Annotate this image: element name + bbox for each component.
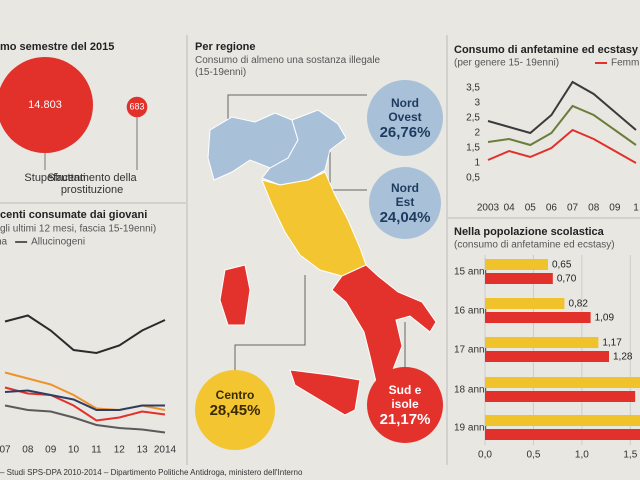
region-shape <box>331 264 437 383</box>
x-tick-label: 1 <box>633 203 639 214</box>
bar <box>485 429 640 440</box>
y-tick-label: 1,5 <box>466 143 480 154</box>
value-label: 1,28 <box>613 352 633 363</box>
x-tick-label: 0,5 <box>526 450 540 461</box>
x-tick-label: 09 <box>609 203 621 214</box>
source: – Studi SPS-DPA 2010-2014 – Dipartimento… <box>0 468 303 477</box>
y-tick-label: 2,5 <box>466 113 480 124</box>
region-name: Centro <box>215 388 255 402</box>
y-tick-label: 17 anni <box>454 345 487 356</box>
bar <box>485 391 636 402</box>
connector <box>227 94 367 120</box>
region-label: Sud e isole 21,17% <box>367 383 443 427</box>
bar <box>485 312 591 323</box>
line <box>487 80 637 135</box>
value-label: 21,17% <box>379 411 431 428</box>
value-label: 0,65 <box>552 260 572 271</box>
x-tick-label: 07 <box>0 445 11 456</box>
y-tick-label: 3 <box>474 98 480 109</box>
connector <box>234 275 306 372</box>
chart-subtitle: Consumo di almeno una sostanza illegale … <box>195 55 381 78</box>
value-label: 28,45% <box>209 402 261 419</box>
bubble <box>126 96 148 118</box>
region-name: Nord Est <box>391 181 419 209</box>
region-name: Sud e isole <box>388 383 422 411</box>
region-shape <box>219 264 251 326</box>
bar <box>485 337 599 348</box>
x-tick-label: 08 <box>588 203 600 214</box>
y-tick-label: 15 anni <box>454 267 487 278</box>
legend-label: Allucinogeni <box>31 237 85 248</box>
x-tick-label: 13 <box>137 445 149 456</box>
value-label: 14.803 <box>28 99 62 111</box>
region-name: Nord Ovest <box>388 96 422 124</box>
value-label: 1,17 <box>602 338 622 349</box>
region-shape <box>261 171 367 277</box>
region-bubble <box>369 167 441 239</box>
y-tick-label: 3,5 <box>466 83 480 94</box>
line <box>4 389 165 411</box>
x-tick-label: 2014 <box>154 445 177 456</box>
line <box>4 386 166 422</box>
region-shape <box>289 369 361 416</box>
value-label: 0,82 <box>568 299 588 310</box>
chart-subtitle: (consumo di anfetamine ed ecstasy) <box>454 240 615 251</box>
category-label: Stupefacenti <box>24 172 86 184</box>
value-label: 0,70 <box>557 274 577 285</box>
value-label: 24,04% <box>379 209 431 226</box>
region-label: Nord Est 24,04% <box>367 181 443 225</box>
region-label: Nord Ovest 26,76% <box>367 96 443 140</box>
x-tick-label: 1,5 <box>623 450 637 461</box>
legend-label: na <box>0 237 8 248</box>
bar <box>485 415 640 426</box>
connector <box>329 152 367 191</box>
bubble <box>0 57 93 153</box>
y-tick-label: 16 anni <box>454 306 487 317</box>
region-bubble <box>367 367 443 443</box>
x-tick-label: 04 <box>504 203 516 214</box>
chart-subtitle: gli ultimi 12 mesi, fascia 15-19enni) <box>0 224 156 235</box>
y-tick-label: 19 anni <box>454 423 487 434</box>
bar <box>485 259 548 270</box>
y-tick-label: 2 <box>474 128 480 139</box>
region-bubble <box>367 80 443 156</box>
value-label: 1,09 <box>595 313 615 324</box>
x-tick-label: 0,0 <box>478 450 492 461</box>
line <box>487 128 637 164</box>
x-tick-label: 05 <box>525 203 537 214</box>
x-tick-label: 07 <box>567 203 579 214</box>
region-label: Centro 28,45% <box>197 388 273 418</box>
value-label: 683 <box>129 101 144 111</box>
y-tick-label: 18 anni <box>454 385 487 396</box>
region-bubble <box>195 370 275 450</box>
x-tick-label: 06 <box>546 203 558 214</box>
category-label: Sfruttamento della prostituzione <box>47 172 137 196</box>
bar <box>485 273 553 284</box>
x-tick-label: 08 <box>22 445 34 456</box>
line <box>4 314 166 355</box>
line <box>4 404 166 434</box>
legend-label: Femmine <box>611 58 640 69</box>
chart-title: centi consumate dai giovani <box>0 209 147 221</box>
x-tick-label: 09 <box>45 445 57 456</box>
y-tick-label: 0,5 <box>466 173 480 184</box>
bar <box>485 351 609 362</box>
chart-title: Nella popolazione scolastica <box>454 226 605 238</box>
line <box>487 104 637 147</box>
chart-title: Consumo di anfetamine ed ecstasy <box>454 44 639 56</box>
x-tick-label: 1,0 <box>575 450 589 461</box>
x-tick-label: 10 <box>68 445 80 456</box>
y-tick-label: 1 <box>474 158 480 169</box>
x-tick-label: 2003 <box>477 203 500 214</box>
bar <box>485 298 565 309</box>
chart-subtitle: (per genere 15- 19enni) <box>454 58 559 69</box>
x-tick-label: 11 <box>91 445 102 456</box>
chart-title: Per regione <box>195 41 256 53</box>
x-tick-label: 12 <box>114 445 126 456</box>
chart-title: mo semestre del 2015 <box>0 41 114 53</box>
value-label: 26,76% <box>379 124 431 141</box>
bar <box>485 377 640 388</box>
